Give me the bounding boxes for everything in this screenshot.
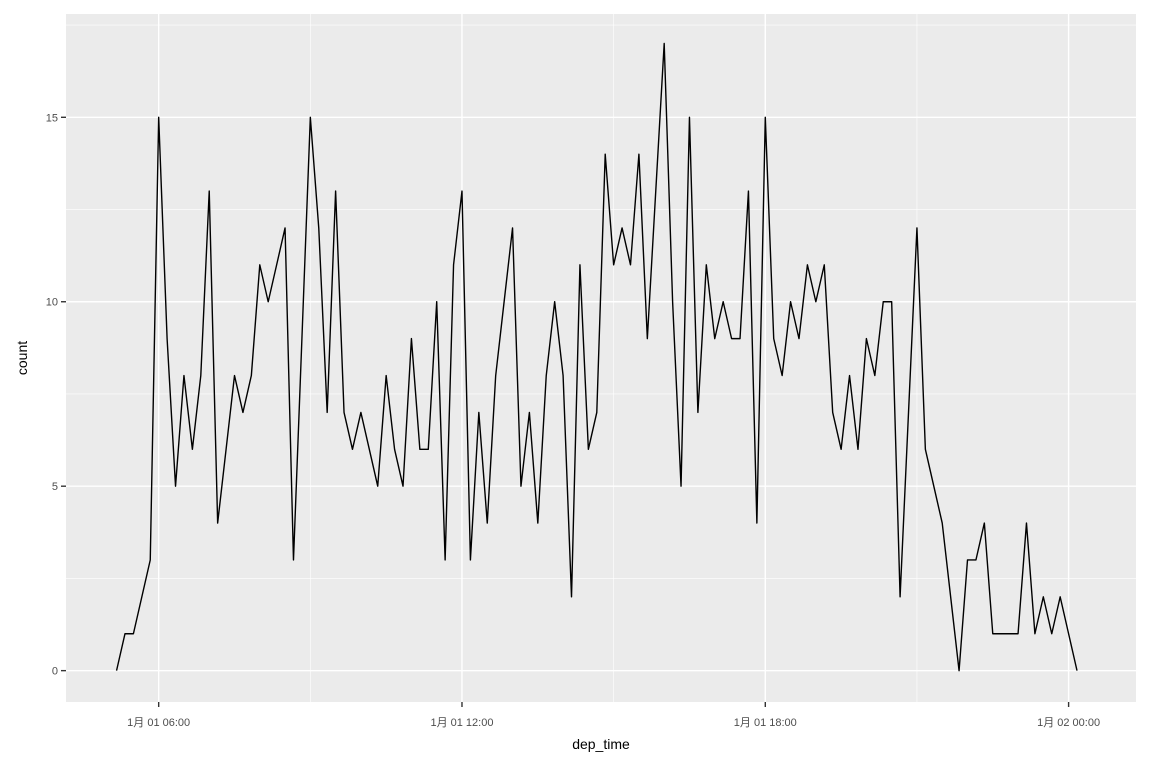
y-tick-label: 5 [52,481,58,493]
x-tick-label: 1月 02 00:00 [1037,717,1100,729]
y-axis-title: count [14,341,30,375]
y-tick-label: 10 [46,297,58,309]
panel-background [66,14,1136,702]
series-line [115,42,1078,672]
x-tick-label: 1月 01 06:00 [127,717,190,729]
x-tick-label: 1月 01 18:00 [734,717,797,729]
minor-gridlines [66,14,1136,702]
y-axis: 0 5 10 15 [46,112,66,678]
x-axis-title: dep_time [572,736,630,752]
y-tick-label: 0 [52,666,58,678]
y-tick-label: 15 [46,112,58,124]
x-tick-label: 1月 01 12:00 [430,717,493,729]
x-axis: 1月 01 06:00 1月 01 12:00 1月 01 18:00 1月 02 0… [127,702,1100,729]
